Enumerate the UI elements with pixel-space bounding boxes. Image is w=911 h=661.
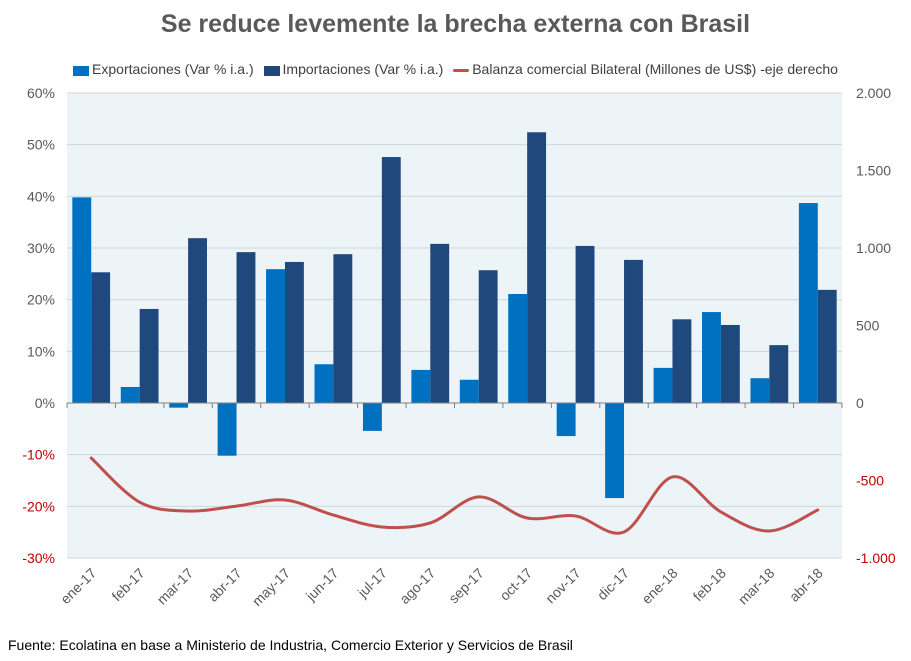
bar-exportaciones — [798, 203, 818, 403]
legend-label-balanza: Balanza comercial Bilateral (Millones de… — [472, 61, 838, 78]
x-axis-tick-label: oct-17 — [496, 565, 535, 604]
left-axis-tick-label: -30% — [22, 550, 55, 566]
x-axis-tick-label: may-17 — [249, 565, 293, 609]
right-axis-tick-label: 1.500 — [856, 163, 891, 179]
bar-exportaciones — [653, 367, 673, 403]
bar-exportaciones — [556, 403, 576, 437]
bar-importaciones — [769, 345, 789, 403]
bar-importaciones — [236, 252, 256, 403]
legend-label-exportaciones: Exportaciones (Var % i.a.) — [92, 61, 254, 78]
right-axis-tick-label: -1.000 — [856, 550, 896, 566]
bar-exportaciones — [217, 403, 237, 456]
bar-importaciones — [284, 261, 304, 403]
x-axis-tick-label: nov-17 — [542, 565, 584, 607]
bar-exportaciones — [459, 379, 479, 403]
left-axis-tick-label: -10% — [22, 447, 55, 463]
bar-importaciones — [817, 289, 837, 403]
x-axis-tick-label: mar-17 — [154, 565, 197, 608]
x-axis-tick-label: jul-17 — [354, 565, 390, 601]
bar-exportaciones — [605, 403, 625, 499]
left-axis-tick-label: -20% — [22, 498, 55, 514]
left-axis-tick-label: 20% — [27, 292, 55, 308]
bar-exportaciones — [702, 312, 721, 403]
x-axis-tick-label: feb-17 — [108, 565, 148, 605]
legend-label-importaciones: Importaciones (Var % i.a.) — [282, 61, 444, 78]
x-axis-tick-label: abr-18 — [786, 565, 826, 605]
x-axis-tick-label: mar-18 — [735, 565, 778, 608]
bar-exportaciones — [362, 403, 382, 431]
bar-exportaciones — [508, 293, 528, 403]
bar-exportaciones — [120, 386, 140, 403]
bar-importaciones — [478, 270, 498, 403]
x-axis-tick-label: ene-18 — [638, 565, 680, 607]
legend-item-importaciones: Importaciones (Var % i.a.) — [263, 61, 444, 78]
bar-exportaciones — [169, 403, 189, 408]
bar-importaciones — [624, 259, 643, 403]
bar-exportaciones — [314, 364, 334, 403]
left-axis-tick-label: 50% — [27, 137, 55, 153]
legend-item-balanza: Balanza comercial Bilateral (Millones de… — [453, 61, 838, 77]
x-axis-tick-label: jun-17 — [302, 565, 342, 605]
x-axis-tick-label: dic-17 — [594, 565, 632, 603]
legend-swatch-exportaciones — [73, 65, 90, 76]
x-axis-tick-label: ene-17 — [57, 565, 99, 607]
bar-exportaciones — [72, 197, 92, 403]
bar-importaciones — [575, 245, 595, 403]
source-note: Fuente: Ecolatina en base a Ministerio d… — [8, 637, 573, 653]
line-balanza — [89, 456, 820, 535]
bar-exportaciones — [411, 369, 431, 403]
legend-swatch-importaciones — [263, 65, 280, 76]
bar-exportaciones — [750, 378, 770, 403]
bar-exportaciones — [266, 269, 285, 403]
bar-importaciones — [188, 238, 207, 403]
left-axis-tick-label: 40% — [27, 188, 55, 204]
bar-importaciones — [527, 132, 547, 403]
x-axis-tick-label: abr-17 — [205, 565, 245, 605]
bar-importaciones — [91, 272, 111, 403]
bar-importaciones — [430, 243, 450, 403]
x-axis-tick-label: sep-17 — [445, 565, 487, 607]
bar-importaciones — [139, 308, 159, 403]
bar-importaciones — [672, 319, 692, 403]
legend-item-exportaciones: Exportaciones (Var % i.a.) — [73, 61, 254, 77]
x-axis-tick-label: feb-18 — [690, 565, 730, 605]
left-axis-tick-label: 60% — [27, 85, 55, 101]
right-axis-tick-label: 1.000 — [856, 240, 891, 256]
right-axis-tick-label: 2.000 — [856, 85, 891, 101]
x-axis-tick-label: ago-17 — [396, 565, 438, 607]
chart-title: Se reduce levemente la brecha externa co… — [160, 10, 751, 38]
right-axis-tick-label: 500 — [856, 318, 880, 334]
bar-importaciones — [333, 254, 353, 403]
left-axis-tick-label: 30% — [27, 240, 55, 256]
right-axis-tick-label: 0 — [856, 395, 864, 411]
left-axis-tick-label: 10% — [27, 343, 55, 359]
bar-importaciones — [381, 157, 401, 403]
bar-importaciones — [720, 324, 740, 403]
legend: Exportaciones (Var % i.a.) Importaciones… — [0, 60, 911, 77]
left-axis-tick-label: 0% — [35, 395, 55, 411]
legend-swatch-balanza — [453, 69, 470, 73]
right-axis-tick-label: -500 — [856, 473, 884, 489]
